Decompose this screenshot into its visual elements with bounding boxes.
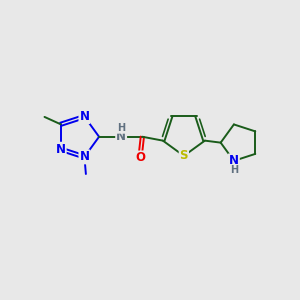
Text: N: N: [229, 154, 239, 167]
Text: O: O: [135, 152, 145, 164]
Text: N: N: [56, 143, 66, 156]
Text: H: H: [117, 123, 125, 133]
Text: N: N: [80, 150, 89, 164]
Text: N: N: [116, 130, 126, 143]
Text: H: H: [230, 165, 238, 175]
Text: N: N: [80, 110, 89, 123]
Text: S: S: [180, 149, 188, 162]
